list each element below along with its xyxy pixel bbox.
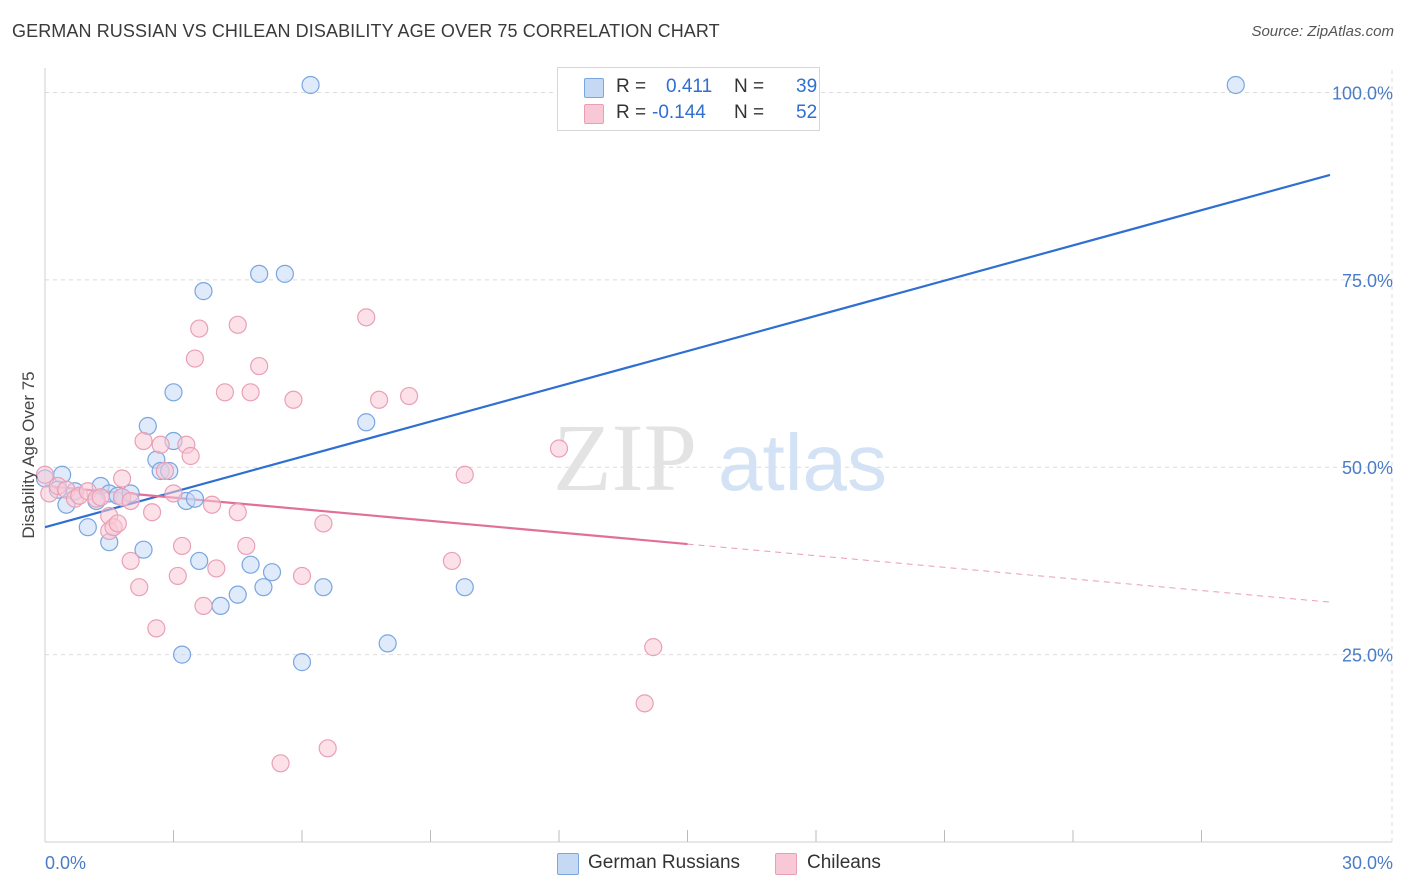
point-german-russians <box>292 653 312 672</box>
point-chileans <box>237 536 256 556</box>
y-tick-label: 100.0% <box>1332 83 1393 103</box>
trendline-german-russians <box>44 173 1331 529</box>
chart-title: GERMAN RUSSIAN VS CHILEAN DISABILITY AGE… <box>12 21 720 41</box>
legend-label: Chileans <box>807 852 881 873</box>
point-chileans <box>549 439 569 458</box>
point-chileans <box>108 514 127 533</box>
point-chileans <box>228 503 247 522</box>
point-german-russians <box>250 264 269 283</box>
y-tick-label: 25.0% <box>1342 646 1393 666</box>
legend-swatch-blue <box>584 78 604 98</box>
point-chileans <box>185 349 205 368</box>
source-credit: Source: ZipAtlas.com <box>1251 23 1394 40</box>
point-german-russians <box>262 563 282 582</box>
point-german-russians <box>172 645 192 664</box>
point-german-russians <box>357 413 376 432</box>
legend-n-value: 39 <box>796 76 818 97</box>
point-german-russians <box>455 578 474 597</box>
x-tick-label: 0.0% <box>45 853 86 873</box>
point-chileans <box>202 495 222 514</box>
point-chileans <box>121 551 140 571</box>
point-chileans <box>215 383 234 402</box>
point-german-russians <box>211 596 230 616</box>
point-german-russians <box>185 489 205 508</box>
point-chileans <box>134 431 153 451</box>
point-chileans <box>190 319 209 338</box>
point-chileans <box>250 356 269 376</box>
legend-swatch-pink <box>584 104 604 124</box>
gridlines <box>45 70 1393 842</box>
watermark: ZIP atlas <box>553 404 887 511</box>
trendline-chileans <box>44 484 688 546</box>
point-chileans <box>228 315 247 334</box>
point-chileans <box>455 465 474 484</box>
point-german-russians <box>194 282 213 301</box>
point-chileans <box>318 739 337 758</box>
point-german-russians <box>78 518 97 537</box>
point-chileans <box>271 754 290 773</box>
legend-r-label: R = <box>616 102 647 123</box>
point-german-russians <box>275 264 294 283</box>
point-chileans <box>91 488 110 507</box>
point-german-russians <box>134 540 153 559</box>
point-chileans <box>241 383 260 402</box>
point-chileans <box>399 386 419 406</box>
point-german-russians <box>190 551 209 571</box>
point-chileans <box>35 465 55 484</box>
point-chileans <box>168 566 187 586</box>
point-chileans <box>164 484 183 503</box>
legend-r-value: -0.144 <box>652 102 706 123</box>
point-chileans <box>357 308 376 327</box>
y-tick-label: 50.0% <box>1342 458 1393 478</box>
legend-n-label: N = <box>734 76 765 97</box>
point-chileans <box>151 435 170 454</box>
point-chileans <box>155 461 175 481</box>
axes: 25.0% 50.0% 75.0% 100.0% 0.0% 30.0% <box>44 68 1393 873</box>
legend-swatch-pink <box>775 853 797 875</box>
point-german-russians <box>138 416 157 436</box>
legend-n-value: 52 <box>796 102 818 123</box>
legend-stats: R = 0.411 N = 39 R = -0.144 N = 52 <box>557 67 820 131</box>
point-chileans <box>121 491 140 511</box>
point-chileans <box>370 390 389 409</box>
point-chileans <box>442 551 462 571</box>
point-german-russians <box>1226 75 1245 95</box>
point-chileans <box>292 566 312 586</box>
trendline-chileans-extension <box>687 543 1331 603</box>
y-tick-label: 75.0% <box>1342 271 1393 291</box>
data-points <box>35 75 1245 773</box>
point-chileans <box>147 619 166 638</box>
legend-swatch-blue <box>557 853 579 875</box>
x-tick-label: 30.0% <box>1342 853 1393 873</box>
point-german-russians <box>228 585 247 604</box>
watermark-atlas: atlas <box>718 418 887 507</box>
point-chileans <box>130 578 149 597</box>
legend-r-label: R = <box>616 76 647 97</box>
point-chileans <box>112 469 132 488</box>
point-chileans <box>207 559 226 578</box>
trend-lines <box>44 173 1331 603</box>
point-chileans <box>142 503 162 522</box>
point-german-russians <box>254 578 273 597</box>
point-chileans <box>194 596 213 616</box>
point-german-russians <box>314 578 333 597</box>
point-chileans <box>635 694 654 713</box>
watermark-zip: ZIP <box>553 404 697 511</box>
legend-label: German Russians <box>588 852 741 873</box>
point-chileans <box>284 390 303 409</box>
point-german-russians <box>301 75 320 95</box>
point-german-russians <box>241 555 260 574</box>
legend-r-value: 0.411 <box>666 76 713 97</box>
y-axis-label: Disability Age Over 75 <box>19 371 38 538</box>
point-chileans <box>181 446 200 466</box>
point-chileans <box>172 536 192 556</box>
legend-n-label: N = <box>734 102 765 123</box>
point-german-russians <box>378 634 397 653</box>
point-chileans <box>314 514 333 533</box>
point-chileans <box>644 638 663 657</box>
point-german-russians <box>164 383 183 402</box>
